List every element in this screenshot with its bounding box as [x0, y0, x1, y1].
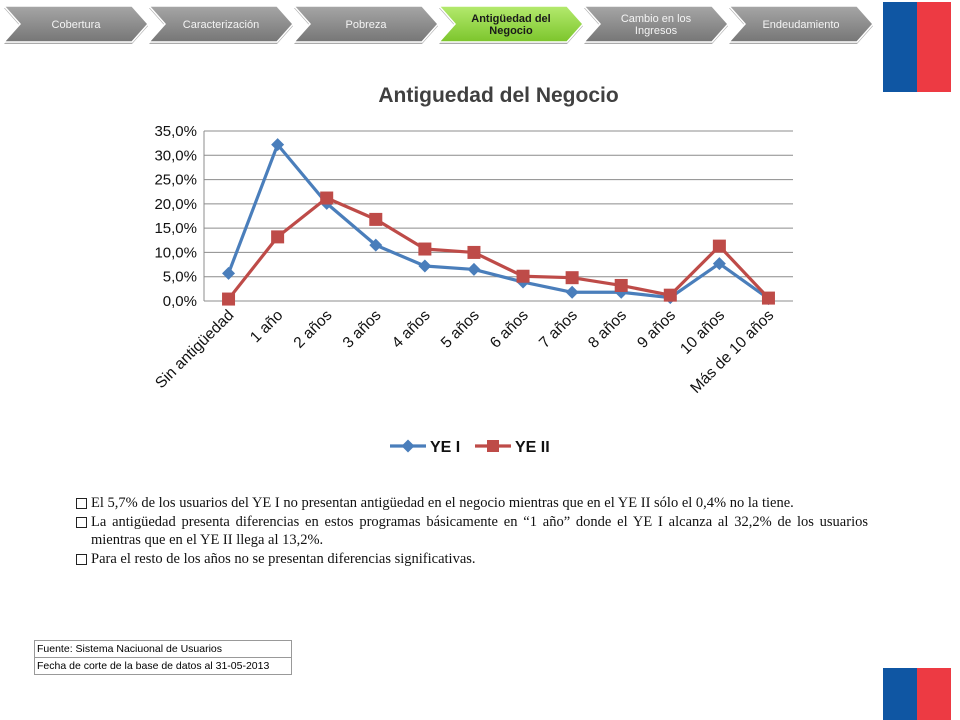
chart-title: Antiguedad del Negocio [378, 84, 618, 107]
chile-flag-bottom-icon [883, 668, 951, 720]
y-tick-label: 25,0% [154, 172, 197, 189]
data-point-diamond [467, 262, 481, 276]
bullet-item: La antigüedad presenta diferencias en es… [76, 513, 868, 549]
nav-arrow-shape [4, 5, 150, 43]
series-line-ye-i [227, 142, 770, 300]
nav-tab-5[interactable]: Endeudamiento [762, 19, 840, 31]
x-tick-label: 4 años [389, 307, 434, 352]
x-tick-label: 9 años [634, 307, 679, 352]
nav-arrow-shape [437, 5, 585, 43]
x-tick-label: Más de 10 años [687, 307, 777, 397]
data-point-square [320, 191, 334, 205]
data-point-square [761, 291, 775, 305]
x-tick-label: 7 años [536, 307, 581, 352]
line-chart: Antiguedad del Negocio 0,0% 5,0% 10,0% 15,0%… [100, 70, 840, 470]
y-tick-label: 10,0% [154, 244, 197, 261]
bullet-item: Para el resto de los años no se presenta… [76, 550, 868, 568]
nav-tab-3[interactable]: Antigüedad del Negocio [471, 13, 551, 37]
bullet-text: La antigüedad presenta diferencias en es… [91, 514, 868, 548]
data-point-square [418, 242, 432, 256]
legend-marker-square [487, 440, 499, 452]
y-tick-label: 5,0% [163, 269, 197, 286]
data-point-square [271, 230, 285, 244]
checkbox-bullet-icon [76, 498, 87, 509]
data-point-square [467, 245, 481, 259]
cutoff-date-line: Fecha de corte de la base de datos al 31… [35, 657, 291, 674]
legend-label: YE I [430, 439, 460, 456]
chart-canvas: Antiguedad del Negocio 0,0% 5,0% 10,0% 15,0%… [152, 84, 793, 456]
x-tick-label: Sin antigüedad [152, 307, 237, 392]
data-point-square [712, 239, 726, 253]
bullet-item: El 5,7% de los usuarios del YE I no pres… [76, 494, 868, 512]
nav-tab-0[interactable]: Cobertura [51, 19, 101, 31]
data-point-diamond [369, 238, 383, 252]
y-tick-label: 0,0% [163, 293, 197, 310]
y-tick-label: 30,0% [154, 147, 197, 164]
y-tick-label: 35,0% [154, 123, 197, 140]
data-point-square [516, 269, 530, 283]
chile-flag-top-icon [883, 2, 951, 92]
nav-arrow-shape [147, 5, 295, 43]
data-point-diamond [418, 259, 432, 273]
x-tick-label: 6 años [487, 307, 532, 352]
data-point-diamond [712, 257, 726, 271]
legend-marker-diamond [401, 439, 415, 453]
bullet-text: Para el resto de los años no se presenta… [91, 551, 476, 567]
nav-tab-4[interactable]: Cambio en los Ingresos [620, 13, 692, 37]
data-point-square [369, 212, 383, 226]
nav-arrow-shape [727, 5, 875, 43]
x-tick-label: 5 años [438, 307, 483, 352]
section-navigation: Cobertura Caracterización Pobreza Antigüeda… [4, 4, 884, 46]
y-tick-label: 15,0% [154, 220, 197, 237]
data-point-diamond [271, 138, 285, 152]
data-point-square [222, 292, 236, 306]
source-table: Fuente: Sistema Naciuonal de Usuarios Fe… [34, 640, 292, 675]
data-point-diamond [565, 285, 579, 299]
checkbox-bullet-icon [76, 554, 87, 565]
nav-tab-2[interactable]: Pobreza [345, 19, 387, 31]
checkbox-bullet-icon [76, 517, 87, 528]
nav-arrows [4, 5, 875, 44]
nav-arrow-shape [292, 5, 440, 43]
y-tick-label: 20,0% [154, 196, 197, 213]
source-line: Fuente: Sistema Naciuonal de Usuarios [37, 643, 223, 655]
nav-tab-1[interactable]: Caracterización [182, 19, 260, 31]
data-point-square [663, 288, 677, 302]
x-tick-label: 3 años [340, 307, 385, 352]
x-tick-label: 1 año [247, 307, 286, 346]
legend-label: YE II [515, 439, 550, 456]
bullet-list: El 5,7% de los usuarios del YE I no pres… [76, 494, 868, 569]
series-line-ye-ii [227, 196, 770, 301]
x-tick-label: 8 años [585, 307, 630, 352]
bullet-text: El 5,7% de los usuarios del YE I no pres… [91, 495, 794, 511]
data-point-square [614, 278, 628, 292]
x-tick-label: 2 años [291, 307, 336, 352]
data-point-diamond [222, 266, 236, 280]
nav-arrow-shape [582, 5, 730, 43]
data-point-square [565, 271, 579, 285]
